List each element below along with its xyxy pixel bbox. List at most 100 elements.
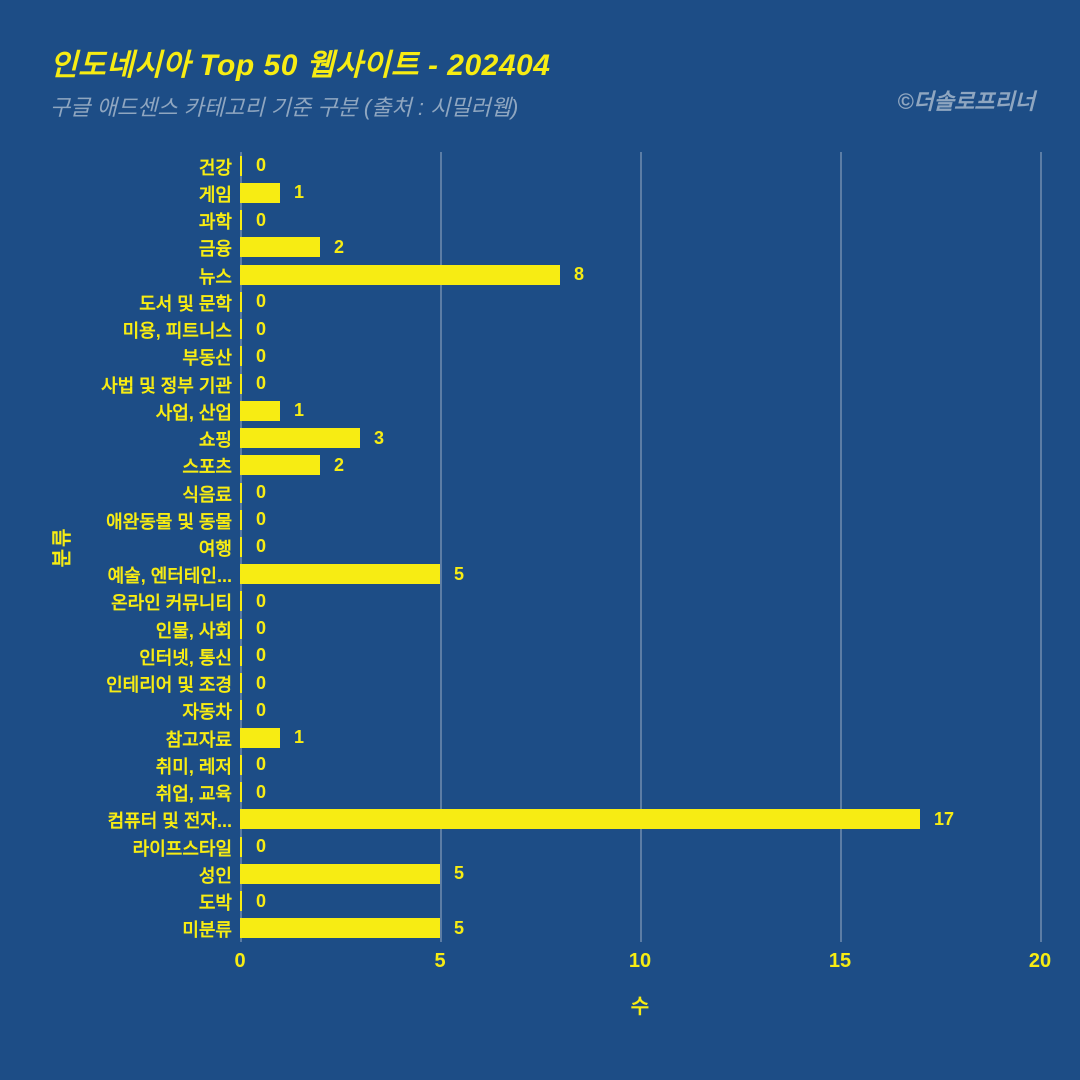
category-label: 게임: [32, 181, 232, 207]
bar-value-label: 2: [334, 455, 344, 476]
bar-row: 0: [240, 288, 266, 315]
bar-row: 0: [240, 152, 266, 179]
bar: [240, 564, 440, 584]
bar: [240, 646, 242, 666]
bar-row: 17: [240, 806, 954, 833]
bar-row: 0: [240, 343, 266, 370]
category-label: 미용, 피트니스: [32, 317, 232, 343]
category-label: 예술, 엔터테인...: [32, 562, 232, 588]
bar-row: 0: [240, 779, 266, 806]
category-label: 인테리어 및 조경: [32, 671, 232, 697]
bar-row: 0: [240, 506, 266, 533]
category-label: 인물, 사회: [32, 617, 232, 643]
category-label: 스포츠: [32, 453, 232, 479]
bar: [240, 156, 242, 176]
category-label: 인터넷, 통신: [32, 644, 232, 670]
x-tick-label: 10: [629, 950, 651, 973]
chart-title: 인도네시아 Top 50 웹사이트 - 202404: [50, 40, 1030, 84]
category-label: 취미, 레저: [32, 753, 232, 779]
category-label: 컴퓨터 및 전자...: [32, 807, 232, 833]
bar-row: 0: [240, 588, 266, 615]
bar-value-label: 1: [294, 182, 304, 203]
bar: [240, 510, 242, 530]
bar-row: 0: [240, 833, 266, 860]
bar: [240, 237, 320, 257]
x-axis-label: 수: [631, 990, 649, 1019]
bar-row: 0: [240, 315, 266, 342]
bar: [240, 782, 242, 802]
bar: [240, 183, 280, 203]
category-label: 참고자료: [32, 726, 232, 752]
bar: [240, 483, 242, 503]
bar: [240, 265, 560, 285]
x-tick-label: 20: [1029, 950, 1051, 973]
bar-value-label: 0: [256, 482, 266, 503]
bar-row: 0: [240, 533, 266, 560]
chart-header: 인도네시아 Top 50 웹사이트 - 202404 구글 애드센스 카테고리 …: [50, 40, 1030, 122]
category-label: 뉴스: [32, 263, 232, 289]
bar-value-label: 0: [256, 754, 266, 775]
bar-value-label: 8: [574, 264, 584, 285]
bar: [240, 728, 280, 748]
bar-value-label: 0: [256, 645, 266, 666]
chart-area: 분류 010280000132000500000100170505 수 0510…: [240, 152, 1040, 1002]
bar-row: 5: [240, 860, 464, 887]
x-tick-label: 5: [434, 950, 445, 973]
category-label: 사업, 산업: [32, 399, 232, 425]
bar-row: 0: [240, 888, 266, 915]
bar: [240, 918, 440, 938]
bar: [240, 455, 320, 475]
bar: [240, 619, 242, 639]
category-label: 성인: [32, 862, 232, 888]
bar-value-label: 0: [256, 618, 266, 639]
category-label: 라이프스타일: [32, 835, 232, 861]
category-label: 건강: [32, 154, 232, 180]
bar-value-label: 3: [374, 428, 384, 449]
plot-area: 010280000132000500000100170505: [240, 152, 1040, 942]
bar-value-label: 17: [934, 809, 954, 830]
category-label: 미분류: [32, 916, 232, 942]
bar-value-label: 1: [294, 400, 304, 421]
bar-row: 0: [240, 206, 266, 233]
category-label: 도서 및 문학: [32, 290, 232, 316]
bar: [240, 401, 280, 421]
bar-row: 0: [240, 479, 266, 506]
x-tick-label: 15: [829, 950, 851, 973]
bar-row: 3: [240, 424, 384, 451]
bar-row: 0: [240, 642, 266, 669]
bar: [240, 428, 360, 448]
bar-value-label: 0: [256, 591, 266, 612]
bar-value-label: 1: [294, 727, 304, 748]
bar: [240, 809, 920, 829]
bar-value-label: 5: [454, 863, 464, 884]
bar-value-label: 0: [256, 346, 266, 367]
bar-value-label: 0: [256, 891, 266, 912]
bar-row: 0: [240, 670, 266, 697]
category-label: 애완동물 및 동물: [32, 508, 232, 534]
category-label: 식음료: [32, 481, 232, 507]
bar-row: 2: [240, 452, 344, 479]
bar-row: 1: [240, 397, 304, 424]
category-label: 과학: [32, 208, 232, 234]
bar: [240, 346, 242, 366]
bar-value-label: 0: [256, 373, 266, 394]
category-label: 사법 및 정부 기관: [32, 372, 232, 398]
bar: [240, 864, 440, 884]
bar-row: 5: [240, 915, 464, 942]
bar-value-label: 0: [256, 782, 266, 803]
bar-row: 2: [240, 234, 344, 261]
bar: [240, 891, 242, 911]
bar-row: 0: [240, 615, 266, 642]
chart-subtitle: 구글 애드센스 카테고리 기준 구분 (출처 : 시밀러웹): [50, 90, 1030, 122]
bar-value-label: 0: [256, 291, 266, 312]
x-tick-label: 0: [234, 950, 245, 973]
bar-value-label: 0: [256, 509, 266, 530]
bar: [240, 210, 242, 230]
bar-value-label: 0: [256, 155, 266, 176]
bar: [240, 319, 242, 339]
bar: [240, 755, 242, 775]
category-label: 온라인 커뮤니티: [32, 589, 232, 615]
chart-frame: 인도네시아 Top 50 웹사이트 - 202404 구글 애드센스 카테고리 …: [0, 0, 1080, 1080]
category-label: 취업, 교육: [32, 780, 232, 806]
bar-row: 0: [240, 751, 266, 778]
